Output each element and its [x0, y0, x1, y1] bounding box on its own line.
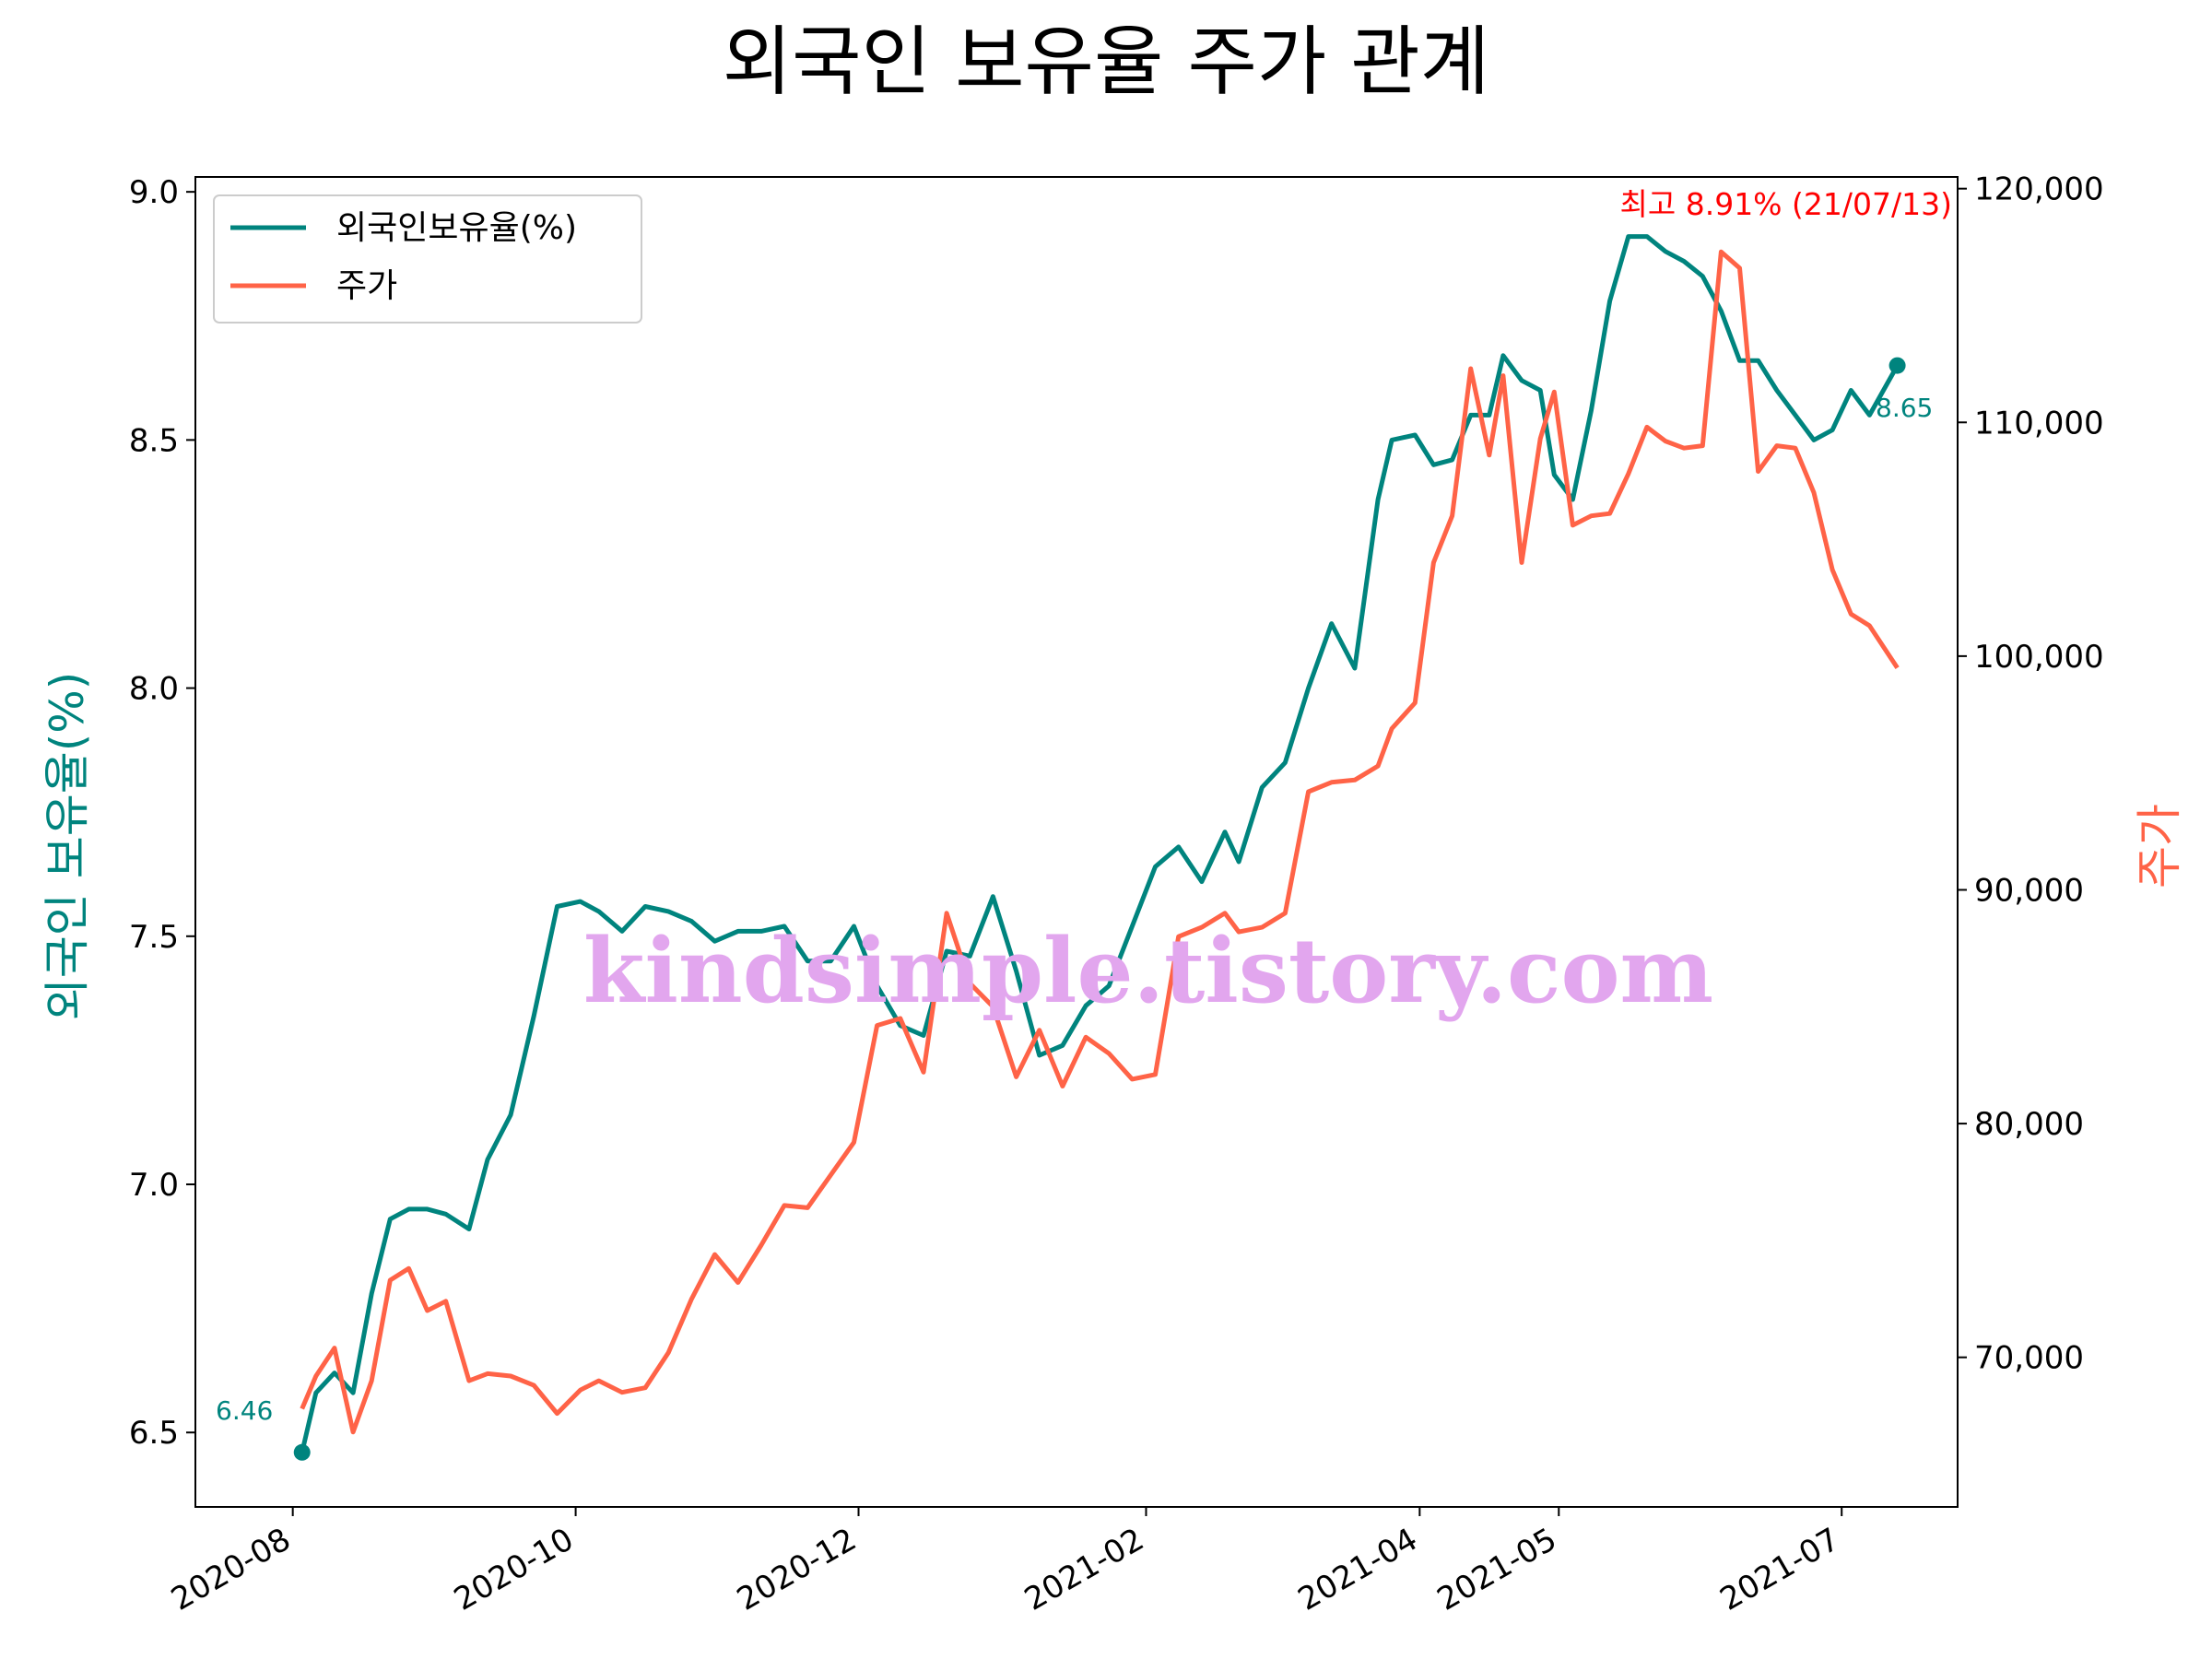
- chart-title: 외국인 보유율 주가 관계: [723, 18, 1490, 106]
- left-tick-label-4: 8.5: [129, 422, 179, 459]
- right-tick-label-4: 110,000: [1974, 405, 2104, 441]
- plot-lines: [300, 234, 1900, 1453]
- right-tick-label-3: 100,000: [1974, 639, 2104, 676]
- plot-frame: [194, 176, 1959, 1508]
- legend-label-price: 주가: [336, 267, 397, 305]
- legend-label-foreign: 외국인보유율(%): [336, 209, 577, 247]
- left-tick-label-1: 7.0: [129, 1167, 179, 1204]
- left-tick-label-3: 8.0: [129, 671, 179, 708]
- legend: 외국인보유율(%) 주가: [213, 194, 642, 324]
- right-tick-label-5: 120,000: [1974, 171, 2104, 208]
- series-line-1: [300, 249, 1900, 1435]
- left-axis-ticks: 6.5 7.0 7.5 8.0 8.5 9.0: [129, 174, 195, 1452]
- series-line-0: [300, 234, 1900, 1453]
- left-tick-label-2: 7.5: [129, 919, 179, 956]
- annotation-end-value: 8.65: [1876, 393, 1933, 423]
- y-axis-label-left: 외국인 보유율(%): [41, 672, 94, 1020]
- plot-markers: [293, 357, 1906, 1461]
- left-tick-label-0: 6.5: [129, 1415, 179, 1452]
- right-tick-label-2: 90,000: [1974, 872, 2084, 909]
- legend-box: [213, 194, 642, 324]
- left-tick-label-5: 9.0: [129, 174, 179, 211]
- y-axis-label-right: 주가: [2133, 804, 2186, 888]
- watermark: kindsimple.tistory.com: [583, 919, 1713, 1023]
- end-point: [1888, 357, 1906, 374]
- right-tick-label-0: 70,000: [1974, 1340, 2084, 1377]
- start-point: [293, 1443, 311, 1461]
- annotation-max-value: 최고 8.91% (21/07/13): [1620, 186, 1953, 222]
- right-axis-ticks: 70,000 80,000 90,000 100,000 110,000 120,000: [1958, 171, 2104, 1377]
- annotation-start-value: 6.46: [216, 1395, 273, 1426]
- right-tick-label-1: 80,000: [1974, 1106, 2084, 1143]
